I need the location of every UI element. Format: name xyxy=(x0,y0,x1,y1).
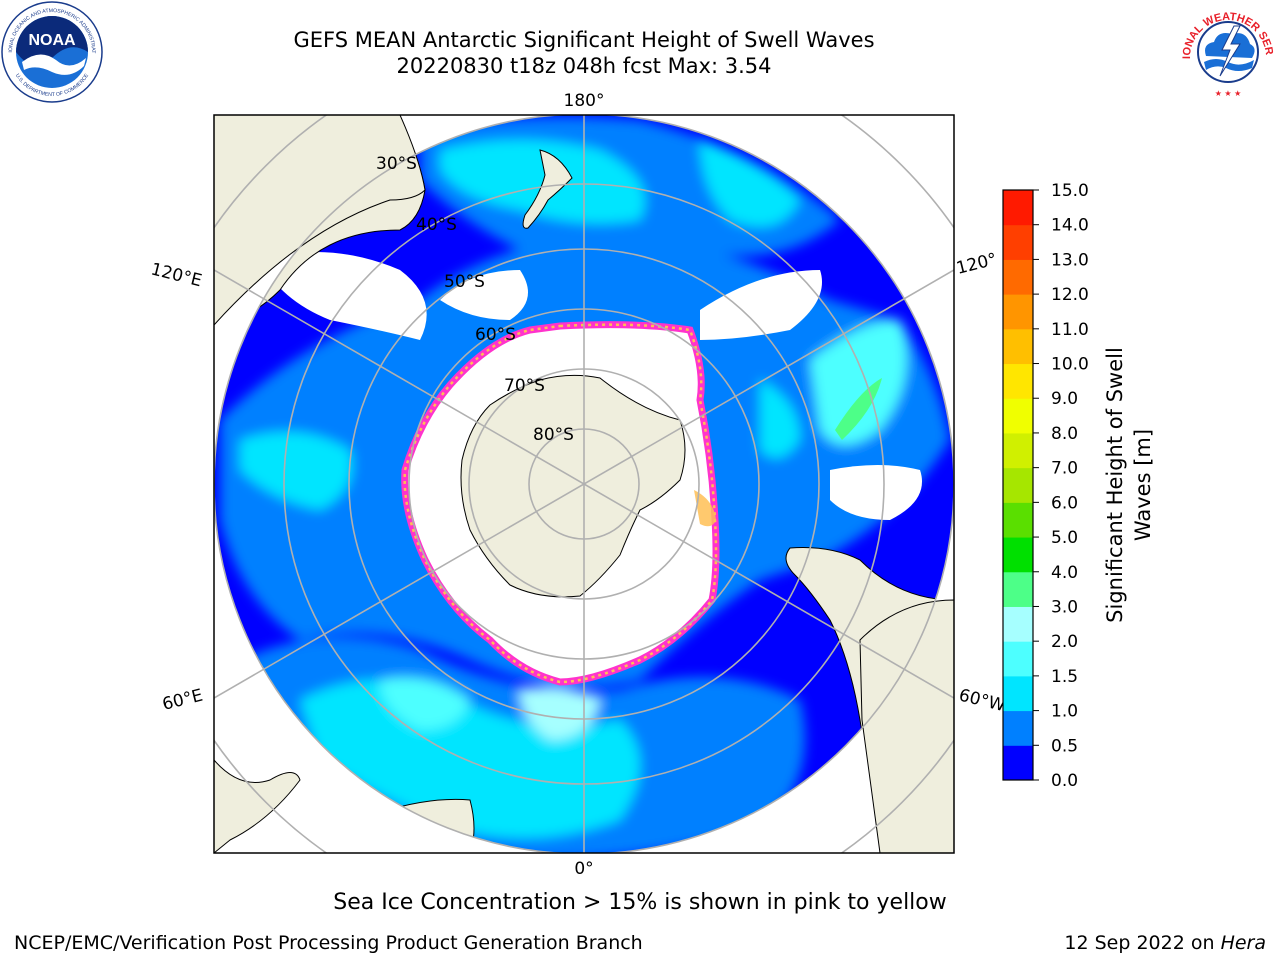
lon-label-180: 180° xyxy=(564,91,605,111)
lat-label-70s: 70°S xyxy=(504,376,545,396)
colorbar-tick-label: 3.0 xyxy=(1051,597,1078,617)
antarctica-landmass xyxy=(460,374,686,598)
graticule xyxy=(214,115,954,853)
lat-label-40s: 40°S xyxy=(416,215,457,235)
nws-stars: ★ ★ ★ xyxy=(1215,89,1242,98)
footer-credit: NCEP/EMC/Verification Post Processing Pr… xyxy=(14,932,643,954)
footer-date: 12 Sep 2022 on xyxy=(1064,932,1221,954)
colorbar-swatch xyxy=(1003,398,1033,434)
colorbar-swatch xyxy=(1003,294,1033,330)
colorbar-tick-label: 0.5 xyxy=(1051,736,1078,756)
colorbar-tick-label: 14.0 xyxy=(1051,216,1089,236)
colorbar-swatch xyxy=(1003,502,1033,538)
colorbar-swatch xyxy=(1003,537,1033,573)
colorbar-tick-label: 5.0 xyxy=(1051,528,1078,548)
colorbar-swatch xyxy=(1003,745,1033,781)
colorbar-swatch xyxy=(1003,224,1033,260)
lat-label-30s: 30°S xyxy=(376,154,417,174)
chart-title: GEFS MEAN Antarctic Significant Height o… xyxy=(293,28,875,52)
colorbar-tick-label: 10.0 xyxy=(1051,355,1089,375)
colorbar-tick-label: 8.0 xyxy=(1051,424,1078,444)
colorbar-tick-label: 13.0 xyxy=(1051,250,1089,270)
colorbar-tick-label: 0.0 xyxy=(1051,771,1078,791)
colorbar-tick-label: 1.0 xyxy=(1051,702,1078,722)
nws-logo: NATIONAL WEATHER SERVICE ★ ★ ★ xyxy=(1176,0,1278,102)
lat-label-80s: 80°S xyxy=(533,425,574,445)
colorbar-tick-label: 6.0 xyxy=(1051,493,1078,513)
colorbar-swatch xyxy=(1003,363,1033,399)
colorbar-label-line2: Waves [m] xyxy=(1131,429,1155,541)
colorbar-label-line1: Significant Height of Swell xyxy=(1103,347,1127,623)
chart-subtitle: 20220830 t18z 048h fcst Max: 3.54 xyxy=(396,54,772,78)
colorbar-tick-label: 11.0 xyxy=(1051,320,1089,340)
noaa-logo-text: NOAA xyxy=(28,32,76,49)
colorbar: 0.0 0.5 1.0 1.5 2.0 3.0 4.0 5.0 6.0 7.0 8.0 9.0 10.0… xyxy=(1002,181,1089,791)
noaa-logo: NOAA NATIONAL OCEANIC AND ATMOSPHERIC AD… xyxy=(0,0,103,103)
colorbar-swatch xyxy=(1003,571,1033,607)
lon-label-120w: 120° xyxy=(954,250,999,279)
colorbar-tick-label: 12.0 xyxy=(1051,285,1089,305)
footer-host: Hera xyxy=(1220,932,1266,954)
lon-label-60e: 60°E xyxy=(160,686,204,715)
colorbar-swatch xyxy=(1003,606,1033,642)
sea-ice-note: Sea Ice Concentration > 15% is shown in … xyxy=(333,890,947,915)
new-zealand-landmass xyxy=(522,149,573,229)
colorbar-tick-label: 15.0 xyxy=(1051,181,1089,201)
colorbar-tick-label: 1.5 xyxy=(1051,667,1078,687)
colorbar-swatch xyxy=(1003,432,1033,469)
lat-label-60s: 60°S xyxy=(475,325,516,345)
colorbar-swatch xyxy=(1003,328,1033,365)
lon-label-120e: 120°E xyxy=(149,259,204,291)
colorbar-frame xyxy=(1002,189,1034,781)
map-frame xyxy=(213,114,955,854)
footer-timestamp: 12 Sep 2022 on Hera xyxy=(1064,932,1266,954)
colorbar-swatch xyxy=(1003,675,1033,712)
lat-label-50s: 50°S xyxy=(444,272,485,292)
colorbar-tick-label: 7.0 xyxy=(1051,459,1078,479)
colorbar-swatch xyxy=(1003,710,1033,746)
colorbar-swatch xyxy=(1003,259,1033,295)
lon-label-60w: 60°W xyxy=(957,685,1008,716)
lon-label-0: 0° xyxy=(574,859,593,879)
colorbar-swatch xyxy=(1003,467,1033,503)
colorbar-tick-label: 4.0 xyxy=(1051,563,1078,583)
colorbar-tick-label: 2.0 xyxy=(1051,632,1078,652)
colorbar-tick-label: 9.0 xyxy=(1051,389,1078,409)
colorbar-swatch xyxy=(1003,641,1033,677)
colorbar-swatch xyxy=(1003,190,1033,226)
